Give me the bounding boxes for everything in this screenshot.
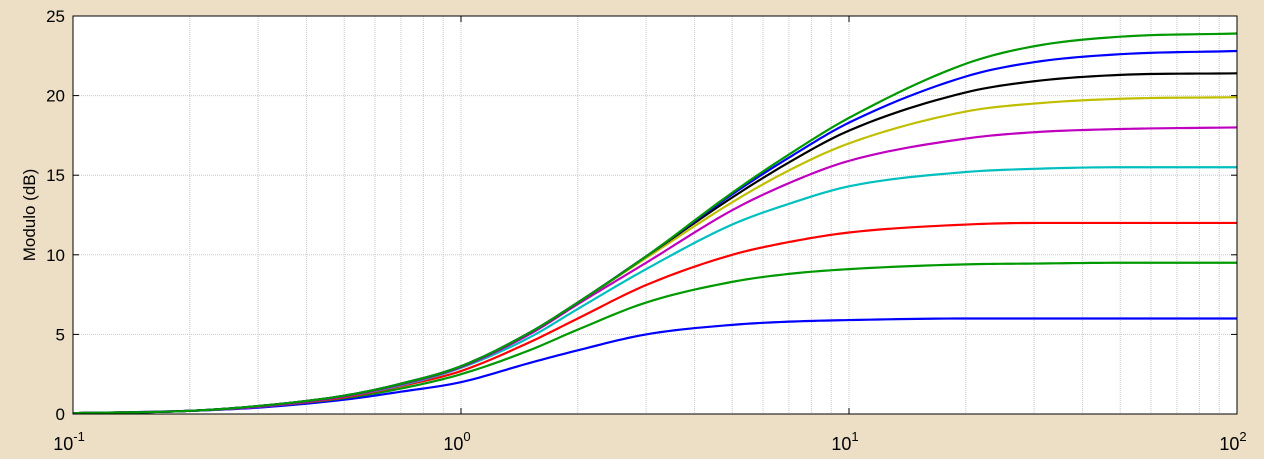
- y-tick-label: 5: [56, 325, 65, 344]
- plot-frame: [72, 15, 1238, 415]
- x-tick-exponent: -1: [73, 429, 85, 444]
- x-tick-label: 102: [1219, 429, 1246, 454]
- x-tick-label: 100: [443, 429, 470, 454]
- x-tick-exponent: 1: [851, 429, 858, 444]
- grid: [73, 16, 1237, 414]
- x-tick-label: 101: [831, 429, 858, 454]
- series-line-9: [72, 32, 1238, 415]
- x-tick-exponent: 0: [463, 429, 470, 444]
- plot-area: [73, 16, 1237, 414]
- y-tick-label: 25: [46, 7, 65, 26]
- y-tick-label: 0: [56, 405, 65, 424]
- y-tick-label: 15: [46, 166, 65, 185]
- series-lines: [72, 32, 1238, 415]
- y-tick-label: 10: [46, 246, 65, 265]
- y-tick-label: 20: [46, 87, 65, 106]
- y-axis-label: Modulo (dB): [20, 169, 39, 262]
- x-tick-exponent: 2: [1239, 429, 1246, 444]
- x-tick-label: 10-1: [53, 429, 85, 454]
- series-line-1: [72, 317, 1237, 415]
